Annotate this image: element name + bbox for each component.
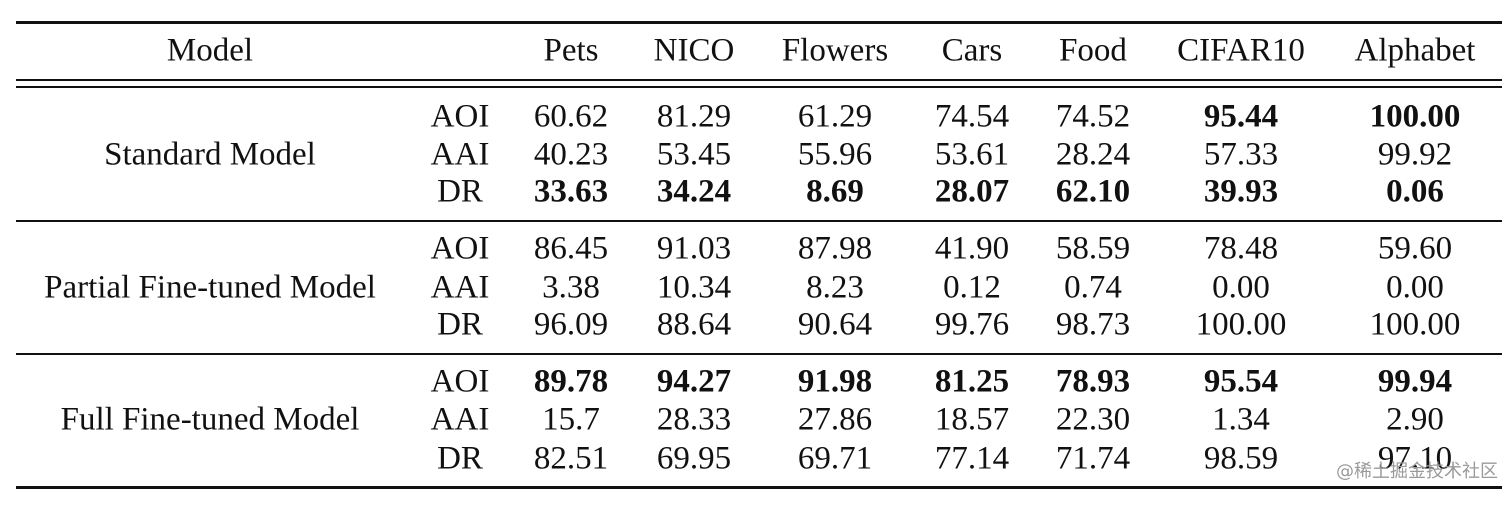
- table-cell: 91.03: [656, 230, 732, 267]
- table-cell: 99.94: [1377, 363, 1453, 400]
- column-header-cifar10: CIFAR10: [1177, 32, 1305, 69]
- table-cell: 34.24: [656, 173, 732, 210]
- table-cell: 0.06: [1386, 173, 1444, 210]
- bottom-rule: [16, 486, 1502, 489]
- column-header-pets: Pets: [543, 32, 599, 69]
- table-cell: 99.76: [934, 306, 1010, 343]
- metric-label: AOI: [430, 230, 490, 267]
- table-cell: 55.96: [797, 136, 873, 173]
- table-cell: 86.45: [533, 230, 609, 267]
- metric-label: DR: [437, 173, 483, 210]
- table-cell: 90.64: [797, 306, 873, 343]
- column-header-nico: NICO: [653, 32, 735, 69]
- table-cell: 1.34: [1212, 401, 1270, 438]
- table-cell: 82.51: [533, 440, 609, 477]
- metric-label: AAI: [430, 401, 490, 438]
- table-cell: 0.12: [943, 269, 1001, 306]
- metric-label: AAI: [430, 136, 490, 173]
- table-cell: 94.27: [656, 363, 732, 400]
- table-cell: 28.07: [934, 173, 1010, 210]
- table-cell: 77.14: [934, 440, 1010, 477]
- metric-label: AOI: [430, 98, 490, 135]
- column-header-food: Food: [1059, 32, 1127, 69]
- table-cell: 53.45: [656, 136, 732, 173]
- table-cell: 87.98: [797, 230, 873, 267]
- table-cell: 0.74: [1064, 269, 1122, 306]
- table-cell: 8.23: [806, 269, 864, 306]
- column-header-model: Model: [166, 32, 254, 69]
- group-separator-1: [16, 220, 1502, 222]
- metric-label: DR: [437, 306, 483, 343]
- group-label: Partial Fine-tuned Model: [44, 269, 376, 306]
- table-cell: 99.92: [1377, 136, 1453, 173]
- table-cell: 96.09: [533, 306, 609, 343]
- column-header-flowers: Flowers: [781, 32, 889, 69]
- table-cell: 53.61: [934, 136, 1010, 173]
- metric-label: AOI: [430, 363, 490, 400]
- top-rule: [16, 21, 1502, 24]
- table-cell: 91.98: [797, 363, 873, 400]
- table-cell: 0.00: [1386, 269, 1444, 306]
- column-header-alphabet: Alphabet: [1354, 32, 1476, 69]
- table-cell: 81.25: [934, 363, 1010, 400]
- table-cell: 78.93: [1055, 363, 1131, 400]
- table-cell: 2.90: [1386, 401, 1444, 438]
- watermark: @稀土掘金技术社区: [1336, 461, 1498, 482]
- table-cell: 61.29: [797, 98, 873, 135]
- table-cell: 27.86: [797, 401, 873, 438]
- table-cell: 98.73: [1055, 306, 1131, 343]
- table-cell: 58.59: [1055, 230, 1131, 267]
- table-cell: 69.95: [656, 440, 732, 477]
- table-cell: 95.44: [1203, 98, 1279, 135]
- table-cell: 95.54: [1203, 363, 1279, 400]
- table-cell: 8.69: [806, 173, 864, 210]
- table-cell: 3.38: [542, 269, 600, 306]
- table-cell: 74.52: [1055, 98, 1131, 135]
- header-rule-lower: [16, 86, 1502, 88]
- table-cell: 97.10: [1377, 440, 1453, 477]
- table-cell: 22.30: [1055, 401, 1131, 438]
- table-cell: 81.29: [656, 98, 732, 135]
- table-cell: 89.78: [533, 363, 609, 400]
- table-cell: 69.71: [797, 440, 873, 477]
- table-cell: 57.33: [1203, 136, 1279, 173]
- table-cell: 33.63: [533, 173, 609, 210]
- header-rule-upper: [16, 79, 1502, 81]
- table-cell: 98.59: [1203, 440, 1279, 477]
- table-cell: 100.00: [1369, 98, 1461, 135]
- group-label: Standard Model: [104, 136, 316, 173]
- column-header-cars: Cars: [941, 32, 1003, 69]
- table-cell: 74.54: [934, 98, 1010, 135]
- table-cell: 0.00: [1212, 269, 1270, 306]
- group-label: Full Fine-tuned Model: [60, 401, 360, 438]
- table-cell: 10.34: [656, 269, 732, 306]
- table-cell: 18.57: [934, 401, 1010, 438]
- table-cell: 28.33: [656, 401, 732, 438]
- table-cell: 41.90: [934, 230, 1010, 267]
- metric-label: DR: [437, 440, 483, 477]
- table-cell: 62.10: [1055, 173, 1131, 210]
- table-cell: 100.00: [1195, 306, 1287, 343]
- metric-label: AAI: [430, 269, 490, 306]
- table-cell: 28.24: [1055, 136, 1131, 173]
- table-cell: 39.93: [1203, 173, 1279, 210]
- table-cell: 60.62: [533, 98, 609, 135]
- table-cell: 78.48: [1203, 230, 1279, 267]
- table-cell: 71.74: [1055, 440, 1131, 477]
- table-cell: 40.23: [533, 136, 609, 173]
- table-cell: 15.7: [542, 401, 600, 438]
- table-cell: 100.00: [1369, 306, 1461, 343]
- table-cell: 59.60: [1377, 230, 1453, 267]
- table-cell: 88.64: [656, 306, 732, 343]
- group-separator-2: [16, 353, 1502, 355]
